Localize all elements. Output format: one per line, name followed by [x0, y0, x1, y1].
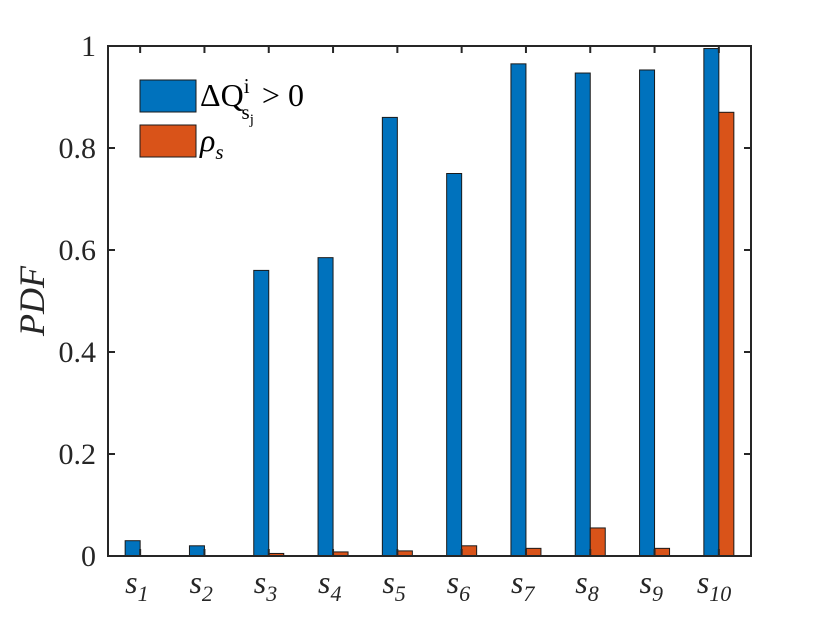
x-tick-label-s5: s5 [382, 564, 405, 606]
bar-series-2-s6 [461, 545, 478, 557]
x-tick-label-s9: s9 [640, 564, 663, 606]
y-axis-label: PDF [12, 265, 52, 337]
bar-series-1-s7 [510, 63, 527, 557]
bar-series-2-s8 [589, 527, 606, 557]
y-tick-label: 1 [81, 30, 96, 63]
ticks-layer [108, 45, 751, 557]
x-tick-labels: s1 s2 s3 s4 s5 s6 s7 s8 s9 s10 [125, 564, 731, 606]
bar-series-2-s7 [525, 547, 542, 557]
y-tick-label: 0.8 [59, 132, 97, 165]
x-tick-label-s10: s10 [697, 564, 731, 606]
legend-label-series-1: ΔQi sj > 0 [200, 74, 304, 128]
y-tick-label: 0.2 [59, 438, 97, 471]
bar-series-2-s10 [718, 111, 735, 557]
bar-series-2-s9 [654, 547, 671, 557]
y-tick-labels: 0 0.2 0.4 0.6 0.8 1 [59, 30, 97, 573]
x-tick-label-s6: s6 [447, 564, 470, 606]
legend-swatch-series-1 [139, 79, 197, 113]
legend-swatch-series-2 [139, 124, 197, 158]
x-tick-label-s3: s3 [254, 564, 277, 606]
bar-series-1-s3 [253, 269, 270, 557]
plot-frame [107, 45, 752, 557]
bar-series-1-s4 [317, 257, 334, 557]
legend: ΔQi sj > 0 ρs [139, 74, 304, 164]
y-tick-label: 0 [81, 540, 96, 573]
x-tick-label-s2: s2 [189, 564, 212, 606]
legend-label-series-2: ρs [199, 122, 224, 164]
bar-series-1-s9 [639, 69, 656, 557]
y-tick-label: 0.6 [59, 234, 97, 267]
bar-series-1-s5 [381, 116, 398, 557]
x-tick-label-s4: s4 [318, 564, 341, 606]
bar-series-1-s8 [574, 72, 591, 557]
bar-series-1-s1 [124, 540, 141, 557]
bars-layer [124, 48, 735, 557]
bar-series-1-s10 [703, 48, 720, 557]
x-tick-label-s8: s8 [575, 564, 598, 606]
x-tick-label-s1: s1 [125, 564, 148, 606]
x-tick-label-s7: s7 [511, 564, 535, 606]
bar-series-1-s6 [446, 173, 463, 557]
y-tick-label: 0.4 [59, 336, 97, 369]
bar-series-1-s2 [188, 545, 205, 557]
